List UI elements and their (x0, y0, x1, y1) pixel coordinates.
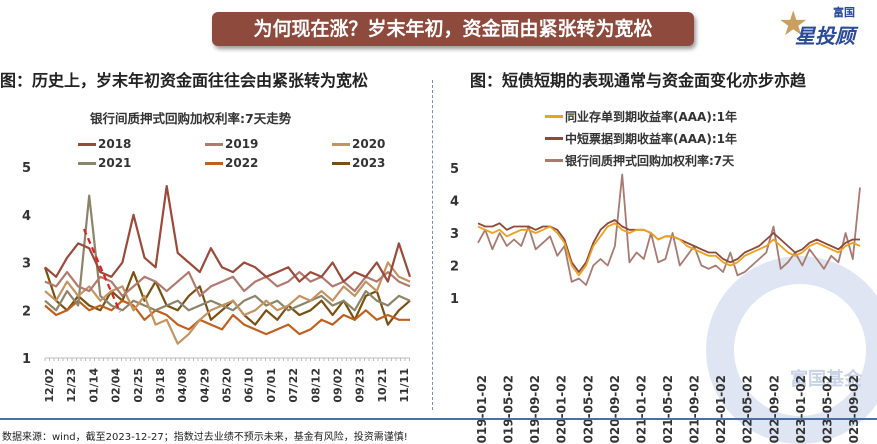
y-tick-label: 4 (450, 195, 459, 210)
x-tick-label: 2023-01-02 (794, 375, 808, 444)
footer-note: 数据来源：wind，截至2023-12-27；指数过去业绩不预示未来，基金有风险… (2, 432, 408, 443)
x-tick-label: 2022-05-02 (741, 375, 755, 444)
page-banner: 为何现在涨？岁末年初，资金面由紧张转为宽松 (212, 12, 694, 46)
x-tick-label: 11/11 (398, 368, 411, 403)
y-tick-label: 5 (450, 162, 459, 177)
y-tick-label: 1 (450, 292, 459, 307)
x-tick-label: 2022-09-02 (767, 375, 781, 444)
legend-label: 同业存单到期收益率(AAA):1年 (565, 110, 737, 124)
x-tick-label: 08/12 (309, 368, 322, 403)
x-tick-label: 2020-01-02 (555, 375, 569, 444)
y-tick-label: 5 (22, 161, 31, 176)
legend-label: 银行间质押式回购加权利率:7天 (565, 154, 735, 168)
logo: 富国 星投顾 (795, 6, 855, 48)
legend-label: 2021 (98, 156, 132, 170)
legend-item: 2023 (332, 156, 385, 170)
right-chart-heading: 图：短债短期的表现通常与资金面变化亦步亦趋 (470, 71, 807, 90)
legend-swatch (332, 161, 350, 165)
legend-swatch (545, 159, 563, 162)
series-line-2018 (44, 185, 412, 283)
x-tick-label: 04/08 (176, 368, 189, 403)
legend-swatch (78, 142, 96, 146)
series-line-2022 (44, 299, 410, 336)
legend-label: 2020 (352, 137, 386, 151)
legend-label: 2019 (225, 137, 259, 151)
x-tick-label: 04/29 (198, 368, 211, 403)
x-tick-label: 07/22 (287, 368, 300, 403)
x-tick-label: 05/20 (221, 368, 234, 403)
legend-item: 2022 (205, 156, 258, 170)
footer-divider (0, 418, 877, 420)
legend-label: 2018 (98, 137, 132, 151)
x-tick-label: 2021-09-02 (688, 375, 702, 444)
x-tick-label: 2021-05-02 (661, 375, 675, 444)
x-tick-label: 2020-05-02 (581, 375, 595, 444)
divider (432, 80, 433, 410)
x-tick-label: 01/14 (87, 368, 100, 403)
legend-item: 中短票据到期收益率(AAA):1年 (545, 130, 737, 147)
y-tick-label: 1 (22, 352, 31, 367)
legend-item: 2020 (332, 137, 385, 151)
legend-label: 2023 (352, 156, 386, 170)
x-tick-label: 02/25 (132, 368, 145, 403)
x-tick-label: 10/21 (376, 368, 389, 403)
x-tick-label: 12/23 (65, 368, 78, 403)
legend-item: 2019 (205, 137, 258, 151)
x-tick-label: 2019-09-02 (528, 375, 542, 444)
x-tick-label: 07/01 (265, 368, 278, 403)
x-tick-label: 06/10 (243, 368, 256, 403)
x-tick-label: 02/04 (110, 368, 123, 403)
x-tick-label: 09/23 (354, 368, 367, 403)
legend-item: 同业存单到期收益率(AAA):1年 (545, 108, 737, 125)
y-tick-label: 2 (22, 304, 31, 319)
x-tick-label: 09/02 (331, 368, 344, 403)
y-tick-label: 3 (22, 257, 31, 272)
watermark-ring (706, 256, 877, 444)
legend-swatch (78, 161, 96, 165)
logo-star-icon: ★ (778, 4, 809, 44)
legend-item: 银行间质押式回购加权利率:7天 (545, 152, 734, 169)
legend-swatch (545, 115, 563, 118)
left-chart-title: 银行间质押式回购加权利率:7天走势 (90, 111, 292, 126)
x-tick-label: 2023-05-02 (820, 375, 834, 444)
watermark-text: 富国基金 (790, 368, 863, 390)
y-tick-label: 4 (22, 209, 31, 224)
legend-item: 2018 (78, 137, 131, 151)
x-tick-label: 2022-01-02 (714, 375, 728, 444)
series-line-同业存单到期收益率(AAA):1年 (477, 222, 861, 277)
x-tick-label: 2020-09-02 (608, 375, 622, 444)
legend-item: 2021 (78, 156, 131, 170)
y-tick-label: 2 (450, 260, 459, 275)
legend-swatch (205, 161, 223, 165)
y-tick-label: 3 (450, 227, 459, 242)
trend-arrow-dashed (82, 228, 122, 313)
x-tick-label: 2019-01-02 (475, 375, 489, 444)
x-tick-label: 2021-01-02 (634, 375, 648, 444)
legend-label: 2022 (225, 156, 259, 170)
legend-swatch (545, 137, 563, 140)
legend-label: 中短票据到期收益率(AAA):1年 (565, 132, 737, 146)
series-line-2021 (44, 194, 411, 312)
series-line-2020 (44, 261, 411, 345)
left-chart-heading: 图：历史上，岁末年初资金面往往会由紧张转为宽松 (0, 71, 369, 90)
x-tick-label: 03/18 (154, 368, 167, 403)
x-tick-label: 2019-05-02 (502, 375, 516, 444)
legend-swatch (332, 142, 350, 146)
x-tick-label: 2023-09-02 (847, 375, 861, 444)
x-tick-label: 12/02 (43, 368, 56, 403)
legend-swatch (205, 142, 223, 146)
